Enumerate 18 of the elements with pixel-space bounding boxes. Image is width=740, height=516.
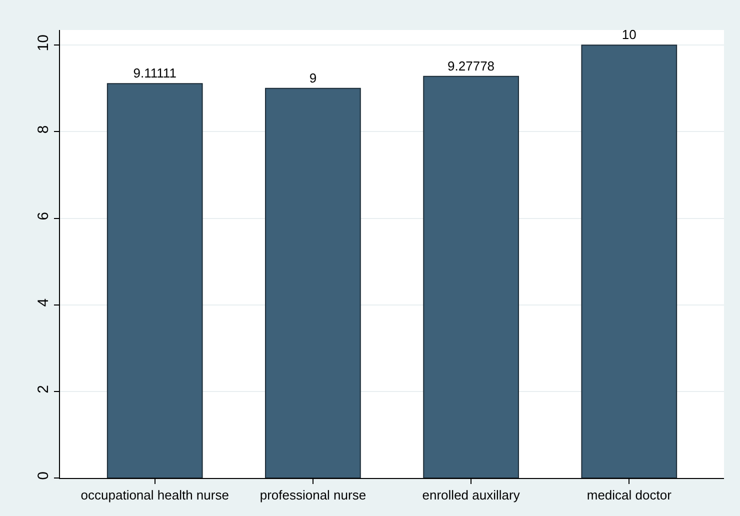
x-tick-label: professional nurse xyxy=(260,488,366,503)
data-label: 10 xyxy=(622,27,636,42)
data-label: 9.11111 xyxy=(133,66,176,81)
y-tick-label: 2 xyxy=(35,385,52,394)
y-tick-label: 8 xyxy=(35,125,52,134)
bar xyxy=(581,44,678,478)
bar xyxy=(265,88,361,478)
y-tick-label: 6 xyxy=(35,212,52,220)
x-tick-label: occupational health nurse xyxy=(80,488,229,503)
bar xyxy=(106,83,203,478)
x-tick-label: enrolled auxillary xyxy=(422,488,520,503)
y-tick-label: 0 xyxy=(35,472,52,480)
data-label: 9.27778 xyxy=(448,58,495,74)
y-tick-label: 10 xyxy=(35,34,52,52)
data-label: 9 xyxy=(309,70,317,86)
x-tick-label: medical doctor xyxy=(586,488,672,503)
y-tick-label: 4 xyxy=(35,298,52,307)
bar xyxy=(423,76,519,478)
